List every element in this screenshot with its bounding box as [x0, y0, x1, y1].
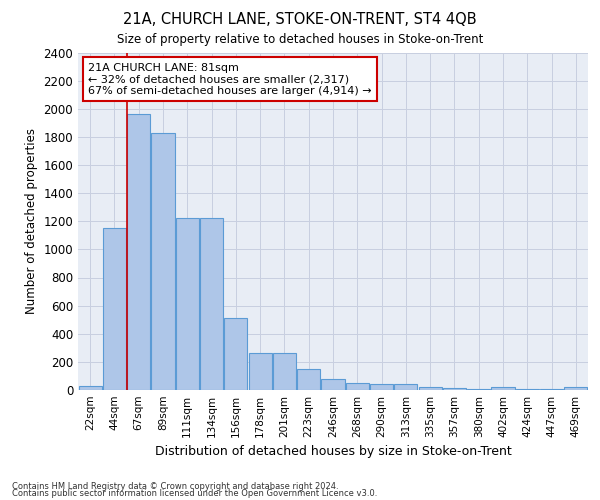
Bar — [346, 383, 369, 390]
Bar — [565, 387, 587, 390]
Text: Contains HM Land Registry data © Crown copyright and database right 2024.: Contains HM Land Registry data © Crown c… — [12, 482, 338, 491]
Bar — [394, 384, 418, 390]
X-axis label: Distribution of detached houses by size in Stoke-on-Trent: Distribution of detached houses by size … — [155, 446, 511, 458]
Bar — [491, 387, 515, 390]
Bar — [467, 388, 490, 390]
Bar — [273, 352, 296, 390]
Bar — [419, 387, 442, 390]
Bar — [224, 318, 247, 390]
Text: 21A, CHURCH LANE, STOKE-ON-TRENT, ST4 4QB: 21A, CHURCH LANE, STOKE-ON-TRENT, ST4 4Q… — [123, 12, 477, 28]
Bar — [370, 384, 393, 390]
Text: Size of property relative to detached houses in Stoke-on-Trent: Size of property relative to detached ho… — [117, 32, 483, 46]
Text: Contains public sector information licensed under the Open Government Licence v3: Contains public sector information licen… — [12, 490, 377, 498]
Text: 21A CHURCH LANE: 81sqm
← 32% of detached houses are smaller (2,317)
67% of semi-: 21A CHURCH LANE: 81sqm ← 32% of detached… — [88, 62, 372, 96]
Bar — [79, 386, 101, 390]
Bar — [297, 369, 320, 390]
Bar — [540, 388, 563, 390]
Bar — [103, 228, 126, 390]
Bar — [248, 352, 272, 390]
Bar — [200, 218, 223, 390]
Bar — [176, 218, 199, 390]
Y-axis label: Number of detached properties: Number of detached properties — [25, 128, 38, 314]
Bar — [516, 388, 539, 390]
Bar — [127, 114, 150, 390]
Bar — [443, 388, 466, 390]
Bar — [322, 379, 344, 390]
Bar — [151, 132, 175, 390]
